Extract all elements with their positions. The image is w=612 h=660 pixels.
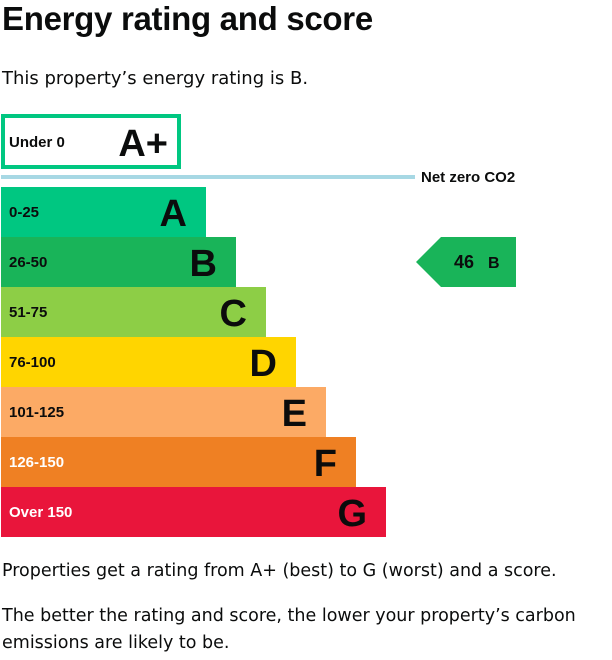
- band-letter-label: G: [337, 493, 367, 535]
- band-bar: [1, 237, 236, 287]
- band-bar: [1, 287, 266, 337]
- band-letter-label: B: [190, 243, 217, 285]
- current-letter-label: B: [488, 255, 500, 272]
- band-bar: [1, 187, 206, 237]
- band-bar: [1, 387, 326, 437]
- net-zero-line: [1, 175, 415, 179]
- band-range-label: 101-125: [9, 404, 64, 421]
- band-range-label: 51-75: [9, 304, 47, 321]
- band-range-label: 26-50: [9, 254, 47, 271]
- band-letter-label: A: [160, 193, 187, 235]
- band-letter-label: A+: [118, 123, 168, 165]
- rating-summary: This property’s energy rating is B.: [2, 68, 309, 89]
- page-title: Energy rating and score: [2, 0, 373, 37]
- band-letter-label: E: [282, 393, 307, 435]
- band-range-label: Under 0: [9, 134, 65, 151]
- band-bar: [1, 487, 386, 537]
- band-range-label: Over 150: [9, 504, 72, 521]
- band-letter-label: D: [250, 343, 277, 385]
- band-range-label: 126-150: [9, 454, 64, 471]
- band-bar: [1, 437, 356, 487]
- band-letter-label: C: [220, 293, 247, 335]
- band-letter-label: F: [314, 443, 337, 485]
- current-score-label: 46: [454, 252, 474, 272]
- band-range-label: 0-25: [9, 204, 39, 221]
- carbon-explanation: The better the rating and score, the low…: [2, 606, 576, 653]
- band-aplus-outline: [1, 114, 181, 169]
- rating-explanation: Properties get a rating from A+ (best) t…: [2, 561, 557, 581]
- band-bar: [1, 337, 296, 387]
- energy-rating-chart: Under 0 A+ Net zero CO2 0-25 A 26-50 B 51-75 C 76…: [1, 114, 516, 537]
- current-rating-arrow: [416, 237, 516, 287]
- band-range-label: 76-100: [9, 354, 56, 371]
- net-zero-label: Net zero CO2: [421, 169, 515, 186]
